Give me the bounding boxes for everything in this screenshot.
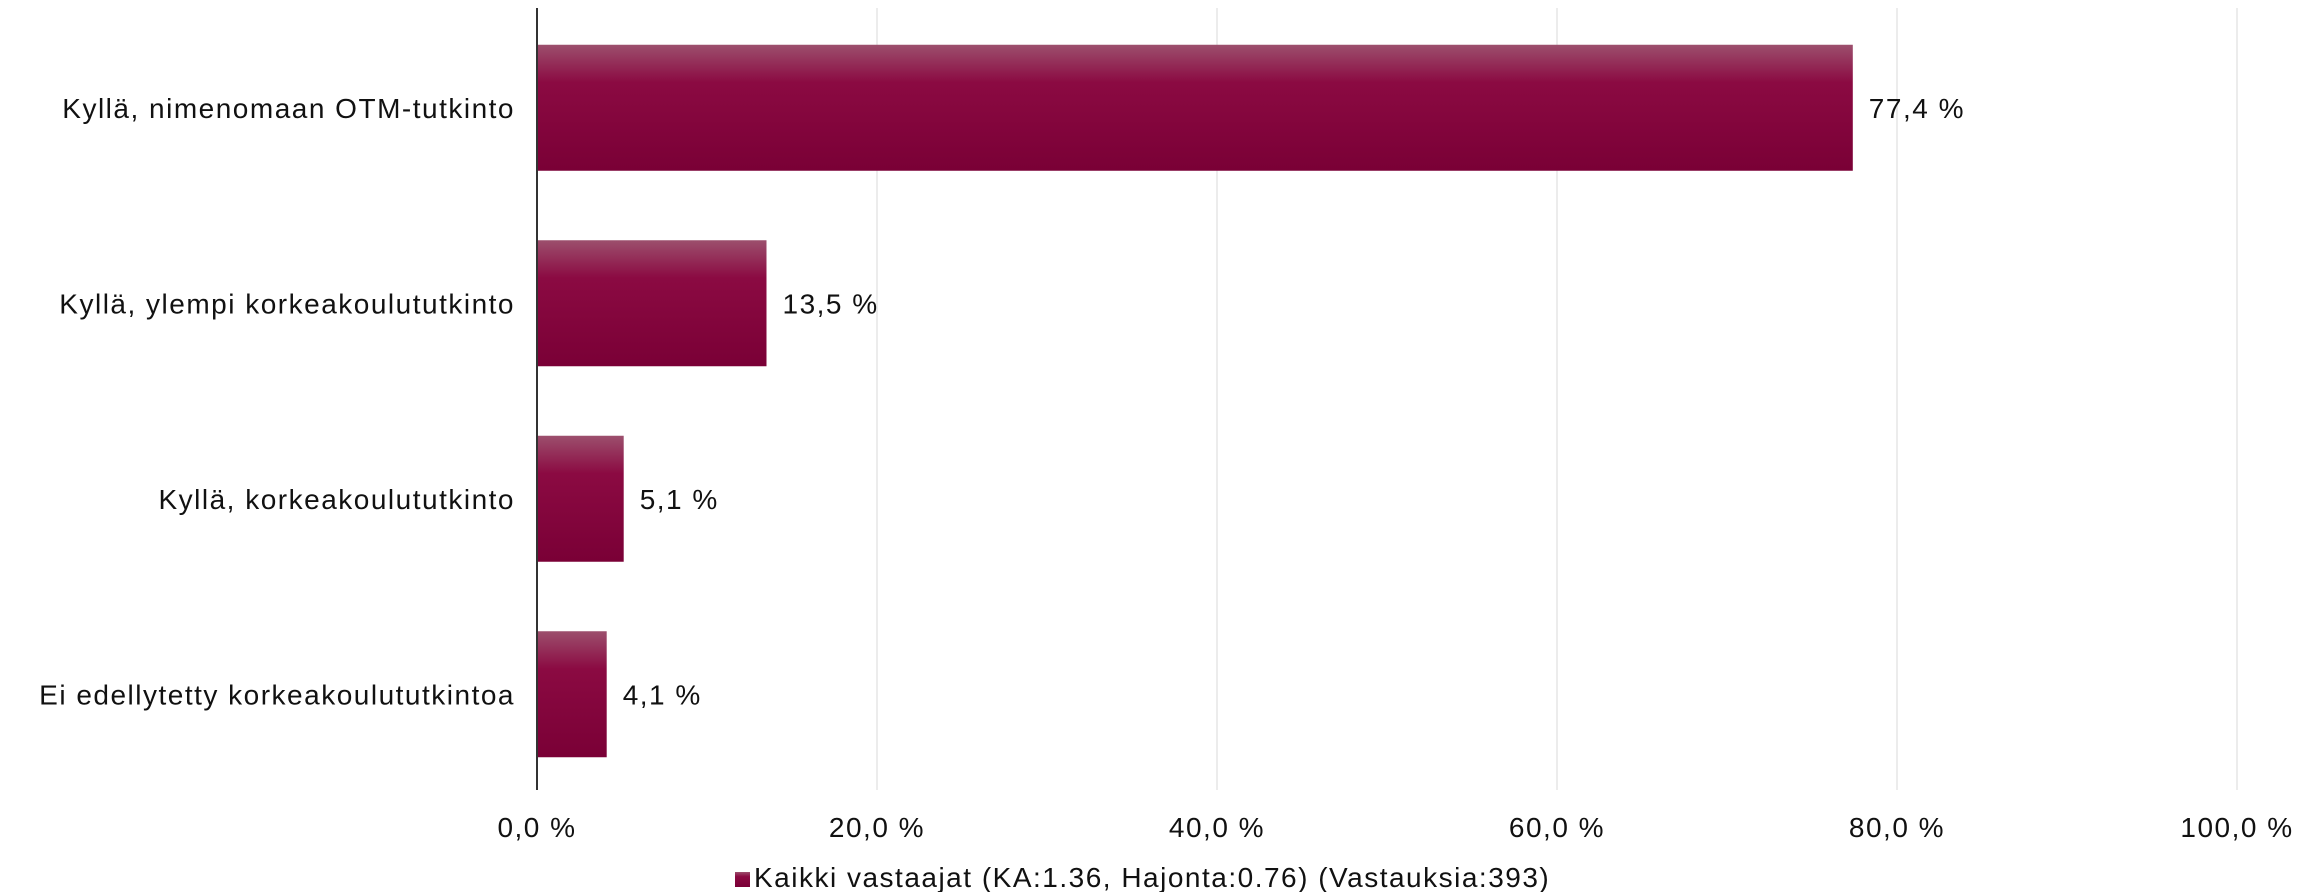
bar-1 [537,240,767,367]
x-tick-label-4: 80,0 % [1849,812,1945,843]
data-label-2: 5,1 % [640,484,719,515]
x-tick-label-5: 100,0 % [2180,812,2293,843]
bar-2 [537,435,624,562]
category-labels: Kyllä, nimenomaan OTM-tutkinto Kyllä, yle… [39,93,515,711]
data-label-3: 4,1 % [623,679,702,710]
legend-label: Kaikki vastaajat (KA:1.36, Hajonta:0.76)… [754,862,1550,892]
category-label-2: Kyllä, korkeakoulututkinto [158,484,515,515]
data-label-1: 13,5 % [783,288,879,319]
category-label-3: Ei edellytetty korkeakoulututkintoa [39,679,515,710]
category-label-1: Kyllä, ylempi korkeakoulututkinto [59,288,515,319]
x-tick-label-1: 20,0 % [829,812,925,843]
data-labels: 77,4 % 13,5 % 5,1 % 4,1 % [623,93,1965,711]
bars [537,44,1853,758]
data-label-0: 77,4 % [1869,93,1965,124]
x-tick-label-0: 0,0 % [497,812,576,843]
x-tick-label-2: 40,0 % [1169,812,1265,843]
category-label-0: Kyllä, nimenomaan OTM-tutkinto [62,93,515,124]
legend: Kaikki vastaajat (KA:1.36, Hajonta:0.76)… [735,862,1550,892]
legend-swatch [735,872,750,887]
bar-3 [537,631,607,758]
x-tick-label-3: 60,0 % [1509,812,1605,843]
bar-0 [537,44,1853,171]
x-axis-tick-labels: 0,0 % 20,0 % 40,0 % 60,0 % 80,0 % 100,0 % [497,812,2293,843]
